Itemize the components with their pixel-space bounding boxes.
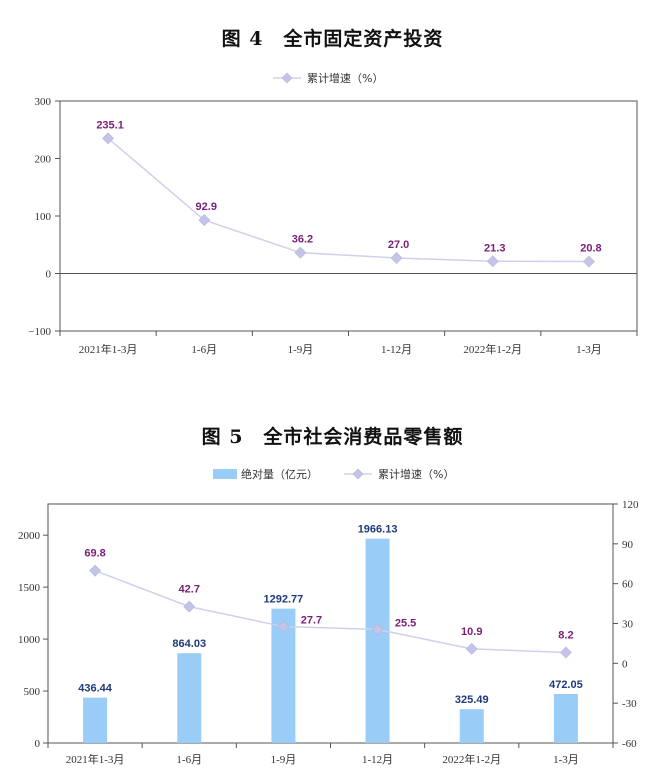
- chart2-legend-bar-swatch: [213, 469, 237, 479]
- chart2-point: [559, 646, 572, 659]
- chart2-x-tick-label: 1-3月: [553, 754, 579, 766]
- chart2-y-tick-label: 1500: [18, 582, 41, 594]
- chart1-data-label: 21.3: [484, 242, 505, 254]
- chart1-point: [198, 214, 211, 227]
- chart2-point: [89, 564, 102, 577]
- chart2-line-label: 42.7: [179, 584, 200, 596]
- chart2-svg: 绝对量（亿元） 累计增速（%） 0 500 1000 1500 2000 -60 -30 0 30 6…: [18, 467, 639, 766]
- chart1-data-label: 27.0: [388, 239, 409, 251]
- chart2-y-tick-label: 0: [35, 738, 41, 750]
- chart1-plot-area: [59, 100, 638, 332]
- chart2-x-tick-label: 2022年1-2月: [442, 752, 501, 766]
- chart1-data-label: 20.8: [580, 243, 601, 255]
- chart2-title: 图 5 全市社会消费品零售额: [201, 426, 464, 448]
- chart1-data-label: 235.1: [96, 119, 124, 131]
- chart2-line-label: 8.2: [558, 629, 573, 641]
- chart1-y-tick-label: −100: [28, 326, 51, 338]
- chart2-series-line: [94, 569, 566, 654]
- chart2-legend-bar-label: 绝对量（亿元）: [241, 467, 318, 481]
- chart2-y2-tick-label: 60: [622, 579, 634, 591]
- chart1-point: [582, 255, 595, 268]
- chart2-y2-tick-label: 30: [622, 619, 634, 631]
- chart2-x-tick-label: 1-12月: [362, 754, 393, 766]
- chart1-x-tick-label: 1-6月: [191, 344, 217, 356]
- chart2-bar-label: 436.44: [78, 683, 113, 695]
- chart1-legend: 累计增速（%）: [273, 71, 383, 85]
- chart2-point: [371, 623, 384, 636]
- chart2-x-tick-label: 1-6月: [176, 754, 202, 766]
- chart1-series-line: [107, 137, 589, 263]
- chart1-data-label: 36.2: [292, 234, 313, 246]
- chart2-bar: [553, 693, 578, 743]
- chart2-y2-tick-label: 90: [622, 539, 634, 551]
- chart2-bar: [83, 697, 108, 743]
- chart2-line-label: 10.9: [461, 626, 482, 638]
- chart2-y2-tick-label: 0: [622, 658, 628, 670]
- chart2-bar-label: 325.49: [455, 694, 489, 706]
- chart2-legend-marker: [352, 468, 364, 480]
- chart1-point: [486, 255, 499, 268]
- chart1-x-tick-label: 2022年1-2月: [463, 342, 522, 356]
- chart2-bar: [365, 538, 390, 743]
- chart1-data-label: 92.9: [196, 201, 217, 213]
- chart2-y-tick-label: 2000: [18, 530, 41, 542]
- chart1-point: [102, 132, 115, 145]
- chart1-point: [390, 252, 403, 264]
- chart2-line-label: 69.8: [84, 548, 105, 560]
- chart2-y-tick-label: 500: [24, 686, 41, 698]
- chart2-x-tick-label: 1-9月: [271, 754, 297, 766]
- chart1-x-tick-label: 2021年1-3月: [79, 342, 138, 356]
- chart2-bar-label: 1966.13: [358, 524, 398, 536]
- chart2-bar: [177, 653, 202, 743]
- chart1-legend-marker: [281, 72, 293, 84]
- chart2-y2-tick-label: 120: [622, 499, 639, 511]
- chart1-x-tick-label: 1-12月: [381, 344, 412, 356]
- chart2-y2-tick-label: -30: [622, 698, 637, 710]
- chart2-y2-tick-label: -60: [622, 738, 637, 750]
- chart1-y-tick-label: 0: [46, 269, 52, 281]
- chart1-y-tick-label: 100: [35, 211, 52, 223]
- chart1-title: 图 4 全市固定资产投资: [221, 28, 444, 50]
- chart2-line-label: 27.7: [301, 615, 322, 627]
- chart1-x-tick-label: 1-9月: [288, 344, 314, 356]
- chart2-bar-label: 472.05: [549, 679, 583, 691]
- chart1-y-tick-label: 300: [35, 96, 52, 108]
- chart2-x-tick-label: 2021年1-3月: [66, 752, 125, 766]
- chart2-bar-label: 864.03: [172, 638, 206, 650]
- chart2-point: [277, 620, 290, 633]
- chart2-plot-area: [47, 503, 614, 744]
- chart2-y-tick-label: 1000: [18, 634, 41, 646]
- chart2-legend-line-label: 累计增速（%）: [378, 467, 454, 481]
- chart2-legend: 绝对量（亿元） 累计增速（%）: [213, 467, 454, 481]
- chart1-svg: 累计增速（%） −100 0 100 200 300 2021年1-3月 1-6月 1-9月 1-…: [28, 71, 638, 356]
- chart1-x-tick-label: 1-3月: [576, 344, 602, 356]
- chart1-point: [294, 246, 307, 259]
- chart2-point: [183, 600, 196, 613]
- chart2-bar-label: 1292.77: [264, 594, 304, 606]
- chart2-line-label: 25.5: [395, 617, 416, 629]
- chart2-bar: [459, 709, 484, 743]
- chart1-legend-label: 累计增速（%）: [307, 71, 383, 85]
- chart1-y-tick-label: 200: [35, 154, 52, 166]
- chart2-point: [465, 642, 478, 655]
